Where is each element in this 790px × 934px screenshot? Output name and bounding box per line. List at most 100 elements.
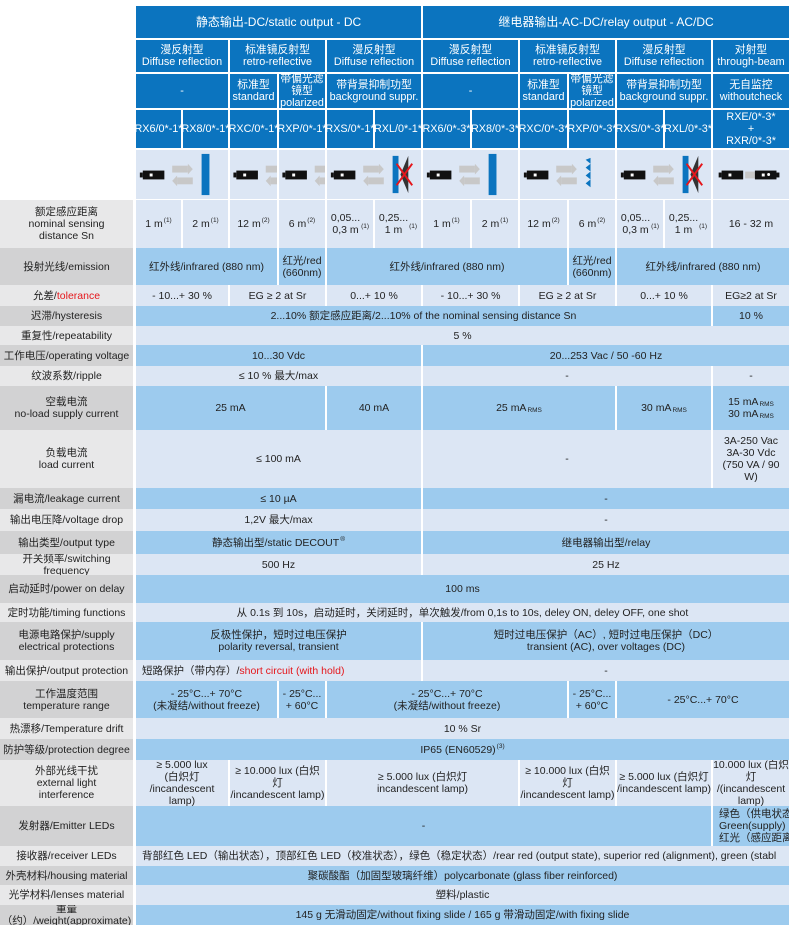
cell-content: 塑料/plastic [436,889,490,901]
sensor-type-header: 漫反射型 Diffuse reflection [423,40,518,72]
cell-text: 带背景抑制功型 background suppr. [619,79,709,103]
cell-text: 静态输出型/static DECOUT [212,536,340,549]
cell-marks: (2) [597,217,606,230]
cell-content: RXE/0*-3* + RXR/0*-3* [726,111,776,147]
mark-line: (3) [496,742,505,756]
cell-content: 空载电流 no-load supply current [15,396,119,420]
cell-content: 防护等级/protection degree [3,744,130,756]
cell-content: 短时过电压保护（AC）, 短时过电压保护（DC） transient (AC),… [494,629,719,653]
footnote-ref: (3) [496,742,505,750]
spec-value: 从 0.1s 到 10s，启动延时，关闭延时，单次触发/from 0,1s to… [136,603,789,622]
cell-content: 额定感应距离 nominal sensing distance Sn [29,206,105,242]
cell-content: - 10...+ 30 % [152,290,212,302]
cell-content: 外壳材料/housing material [6,870,128,882]
cell-content: 红外线/infrared (880 nm) [390,261,505,273]
cell-text: - [749,370,753,382]
cell-text: 2 m [192,218,210,230]
model-code: RXL/0*-1* [375,110,421,148]
spec-value: - [423,488,789,509]
cell-text: 工作电压/operating voltage [3,349,130,362]
spec-value: - 25°C...+ 70°C (未凝结/without freeze) [327,681,567,718]
spec-value: 2 m (1) [183,200,228,248]
cell-content: 红外线/infrared (880 nm) [149,261,264,273]
spec-value: 16 - 32 m [713,200,789,248]
cell-content: 10.000 lux (白炽灯 /(incandescent lamp) [713,760,789,806]
cell-text: 20...253 Vac / 50 -60 Hz [549,349,663,362]
cell-marks: (1) [651,212,659,236]
row-label: 接收器/receiver LEDs [0,846,133,866]
spec-value: 6 m (2) [569,200,615,248]
cell-content: 外部光线干扰 external light interference [35,765,98,801]
footnote-ref: (2) [597,217,606,224]
row-label: 外部光线干扰 external light interference [0,760,133,806]
cell-content: - 25°C...+ 70°C (未凝结/without freeze) [394,688,501,712]
cell-content: EG ≥ 2 at Sr [249,290,307,302]
cell-marks: (1) [699,212,707,236]
cell-text: ≥ 10.000 lux (白炽灯 /incandescent lamp) [230,765,325,801]
cell-content: 2 m (1) [192,217,218,230]
cell-marks: (1) [164,217,172,230]
footnote-ref: (1) [699,223,708,230]
footnote-ref: ® [340,535,345,543]
cell-text: RXC/0*-1* [230,123,277,135]
row-label: 工作温度范围 temperature range [0,681,133,718]
cell-content: RXC/0*-3* [520,123,567,135]
cell-content: - [604,665,608,677]
spec-value: 100 ms [136,575,789,603]
cell-content: 500 Hz [262,559,295,571]
cell-text: 背部红色 LED（输出状态），顶部红色 LED（校准状态），绿色（稳定状态）/r… [142,850,777,862]
cell-content: - 25°C...+ 70°C (未凝结/without freeze) [153,688,260,712]
cell-text: 输出电压降/voltage drop [9,514,124,526]
spec-value: 0,05... 0,3 m (1) [327,200,373,248]
warning-text: short circuit (with hold) [239,664,345,677]
cell-content: 标准镜反射型 retro-reflective [243,44,312,68]
cell-content: - 10...+ 30 % [441,290,501,302]
cell-content: RX6/0*-3* [423,123,470,135]
cell-content: 10 % [739,310,763,322]
cell-text: RXC/0*-3* [520,123,567,135]
cell-content: 20...253 Vac / 50 -60 Hz [550,350,662,362]
cell-text: 标准镜反射型 retro-reflective [243,44,312,68]
cell-content: 输出类型/output type [18,537,115,549]
spec-value: 500 Hz [136,554,421,575]
footnote-ref: (2) [551,217,560,224]
cell-content: 5 % [453,330,471,342]
spec-value: 10 % Sr [136,718,789,739]
mark-line: (1) [361,223,370,236]
cell-text: 0...+ 10 % [640,289,688,302]
polarized-retro-diagram-icon [279,150,325,199]
cell-content: 0,25... 1 m (1) [379,212,417,236]
mark-line: RMS [759,396,773,408]
background-suppression-diagram-icon [327,150,421,199]
cell-content: - [749,370,753,382]
row-label: 输出类型/output type [0,531,133,554]
cell-text: RX8/0*-1* [183,123,228,135]
cell-text: 12 m [527,218,551,230]
cell-text: - [604,664,608,677]
row-label: 光学材料/lenses material [0,885,133,905]
sensor-type-header: 漫反射型 Diffuse reflection [327,40,421,72]
cell-content: RX6/0*-1* [136,123,181,135]
footnote-ref: (1) [361,223,370,230]
cell-text: 光学材料/lenses material [8,889,125,901]
cell-text: 1 m [433,218,451,230]
cell-content: IP65 (EN60529) (3) [420,742,505,756]
cell-text: 输出类型/output type [18,536,115,549]
spec-value: 红外线/infrared (880 nm) [617,248,789,285]
cell-text: RXE/0*-3* + RXR/0*-3* [726,111,776,147]
spec-value: - 10...+ 30 % [423,285,518,306]
cell-marks: (2) [307,217,315,230]
sensor-type-header: 标准镜反射型 retro-reflective [230,40,325,72]
cell-text: 迟滞/hysteresis [30,310,103,322]
cell-content: ≥ 5.000 lux (白炽灯 /incandescent lamp) [136,760,228,806]
cell-text: - 10...+ 30 % [152,289,212,302]
cell-content: 允差/tolerance [33,290,100,302]
mark-line: (1) [409,223,417,236]
spec-value: - [423,660,789,681]
cell-content: 带背景抑制功型 background suppr. [620,79,709,103]
spec-value: 145 g 无滑动固定/without fixing slide / 165 g… [136,905,789,925]
cell-text: EG≥2 at Sr [725,289,777,302]
cell-text: 10 % Sr [443,722,482,735]
cell-content: 标准型 standard [232,79,274,103]
spec-value: 红外线/infrared (880 nm) [136,248,277,285]
